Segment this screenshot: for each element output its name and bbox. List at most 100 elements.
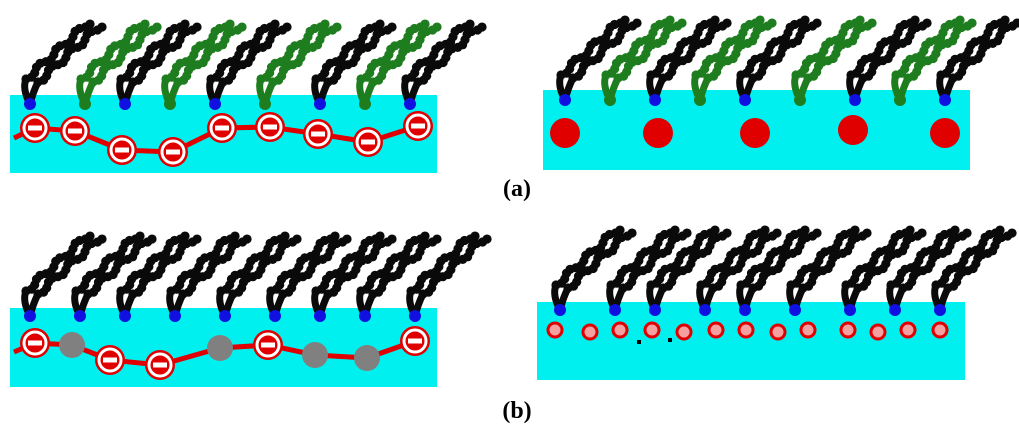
- cation: [550, 118, 580, 148]
- lipid-head: [894, 94, 906, 106]
- tail-bead: [477, 22, 486, 31]
- small-ion: [771, 325, 785, 339]
- small-ion: [677, 325, 691, 339]
- lipid-head: [359, 310, 371, 322]
- tail-bead: [147, 234, 156, 243]
- tail-bead: [867, 18, 876, 27]
- lipid-head: [844, 304, 856, 316]
- cation: [838, 115, 868, 145]
- cation: [930, 118, 960, 148]
- dot: [668, 338, 672, 342]
- tail-bead: [1007, 228, 1016, 237]
- minus-sign: [68, 129, 82, 134]
- lipid-head: [359, 98, 371, 110]
- dot: [637, 340, 641, 344]
- lipid-head: [559, 94, 571, 106]
- lipid-head: [24, 310, 36, 322]
- tail-bead: [862, 228, 871, 237]
- tail-bead: [772, 228, 781, 237]
- lipid-head: [219, 310, 231, 322]
- lipid-head: [554, 304, 566, 316]
- lipid-head: [789, 304, 801, 316]
- tail-bead: [967, 18, 976, 27]
- minus-sign: [166, 150, 180, 155]
- lipid-head: [209, 98, 221, 110]
- tail-bead: [482, 234, 491, 243]
- tail-bead: [97, 22, 106, 31]
- minus-sign: [261, 343, 275, 348]
- lipid-head: [119, 310, 131, 322]
- lipid-head: [694, 94, 706, 106]
- lipid-head: [699, 304, 711, 316]
- tail-bead: [677, 18, 686, 27]
- lipid-head: [164, 98, 176, 110]
- tail-bead: [292, 234, 301, 243]
- lipid-head: [889, 304, 901, 316]
- cation: [643, 118, 673, 148]
- tail-bead: [282, 22, 291, 31]
- lipid-head: [314, 98, 326, 110]
- tail-bead: [192, 234, 201, 243]
- small-ion: [709, 323, 723, 337]
- minus-sign: [408, 339, 422, 344]
- small-ion: [801, 323, 815, 337]
- lipid-head: [604, 94, 616, 106]
- tail-bead: [917, 228, 926, 237]
- small-ion: [613, 323, 627, 337]
- tail-bead: [432, 234, 441, 243]
- tail-bead: [767, 18, 776, 27]
- small-ion: [841, 323, 855, 337]
- small-ion: [739, 323, 753, 337]
- lipid-head: [74, 310, 86, 322]
- small-ion: [583, 325, 597, 339]
- tail-bead: [387, 234, 396, 243]
- small-ion: [901, 323, 915, 337]
- small-ion: [645, 323, 659, 337]
- minus-sign: [153, 363, 167, 368]
- lipid-head: [739, 94, 751, 106]
- lipid-head: [169, 310, 181, 322]
- water-layer: [537, 302, 965, 380]
- lipid-head: [939, 94, 951, 106]
- tail-bead: [152, 22, 161, 31]
- lipid-head: [24, 98, 36, 110]
- tail-bead: [432, 22, 441, 31]
- minus-sign: [311, 132, 325, 137]
- tail-bead: [237, 22, 246, 31]
- lipid-head: [794, 94, 806, 106]
- neutral-unit: [302, 342, 328, 368]
- minus-sign: [103, 358, 117, 363]
- tail-bead: [962, 228, 971, 237]
- tail-bead: [97, 234, 106, 243]
- tail-bead: [722, 228, 731, 237]
- small-ion: [871, 325, 885, 339]
- caption: (a): [503, 176, 531, 202]
- lipid-head: [934, 304, 946, 316]
- lipid-head: [609, 304, 621, 316]
- lipid-head: [119, 98, 131, 110]
- tail-bead: [632, 18, 641, 27]
- tail-bead: [812, 18, 821, 27]
- tail-bead: [192, 22, 201, 31]
- lipid-head: [649, 94, 661, 106]
- figure: (a) (b): [0, 0, 1019, 439]
- minus-sign: [28, 126, 42, 131]
- lipid-head: [259, 98, 271, 110]
- neutral-unit: [354, 345, 380, 371]
- minus-sign: [411, 124, 425, 129]
- lipid-head: [849, 94, 861, 106]
- cation: [740, 118, 770, 148]
- tail-bead: [342, 234, 351, 243]
- minus-sign: [215, 126, 229, 131]
- neutral-unit: [59, 332, 85, 358]
- tail-bead: [922, 18, 931, 27]
- minus-sign: [263, 125, 277, 130]
- caption: (b): [502, 398, 531, 424]
- lipid-head: [409, 310, 421, 322]
- lipid-head: [269, 310, 281, 322]
- small-ion: [933, 323, 947, 337]
- tail-bead: [387, 22, 396, 31]
- tail-bead: [332, 22, 341, 31]
- tail-bead: [812, 228, 821, 237]
- lipid-head: [739, 304, 751, 316]
